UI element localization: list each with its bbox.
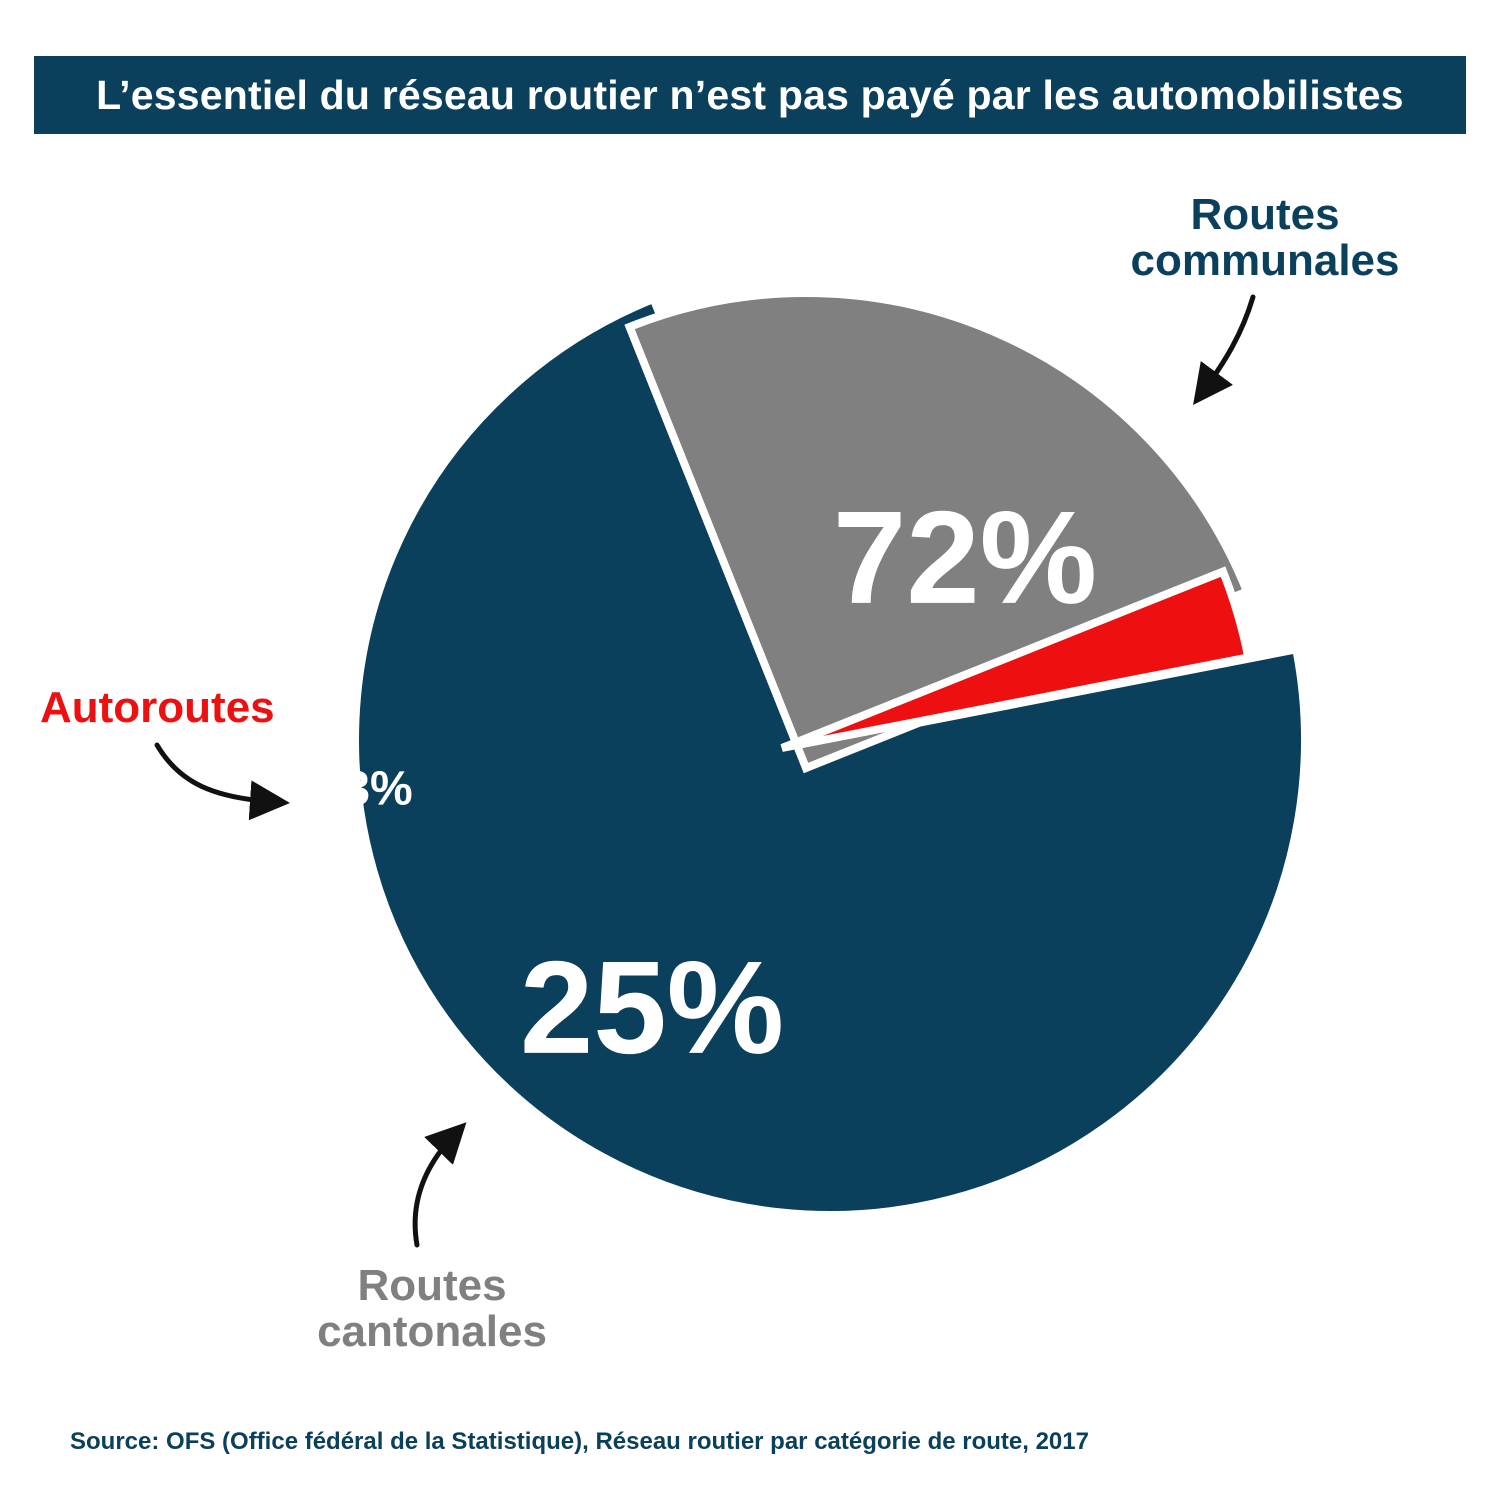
slice-category-label-line: Autoroutes [40, 683, 275, 732]
slice-value-label: 72% [833, 484, 1097, 631]
slice-value-label: 3% [343, 763, 412, 816]
slice-category-label-line: Routes [1190, 190, 1339, 239]
chart-title: L’essentiel du réseau routier n’est pas … [34, 56, 1466, 134]
source-note: Source: OFS (Office fédéral de la Statis… [70, 1428, 1089, 1455]
slice-category-label: Autoroutes [40, 683, 275, 732]
pie-slice-autoroutes [780, 566, 1253, 752]
slice-category-label-line: cantonales [317, 1307, 547, 1356]
callout-arrows [154, 294, 1256, 1248]
slice-value-label: 25% [520, 934, 784, 1081]
callout-arrow [1193, 294, 1256, 406]
slice-category-label-line: communales [1131, 236, 1400, 285]
callout-arrow [412, 1122, 467, 1248]
slice-category-label: Routes cantonales [317, 1261, 547, 1356]
callout-arrow [154, 742, 290, 821]
pie-slices [351, 289, 1309, 1219]
slice-category-label: Routes communales [1131, 190, 1400, 285]
slice-category-label-line: Routes [357, 1261, 506, 1310]
